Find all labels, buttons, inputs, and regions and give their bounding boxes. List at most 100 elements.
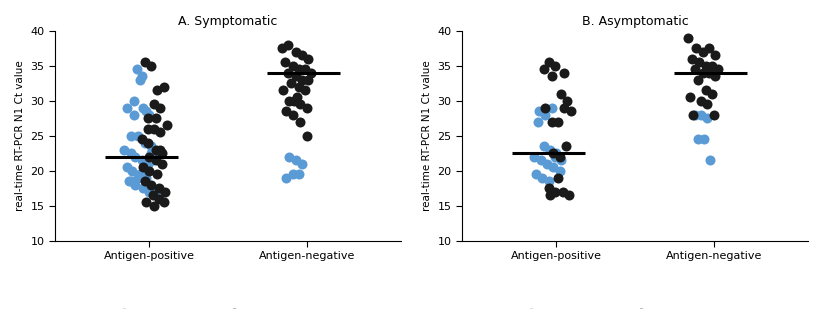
Point xyxy=(543,193,556,198)
Point xyxy=(691,137,704,142)
Point xyxy=(542,179,555,184)
Point xyxy=(132,133,145,138)
Point xyxy=(558,70,571,75)
Point xyxy=(156,161,169,166)
Point xyxy=(151,88,164,93)
Point xyxy=(302,77,315,82)
Point xyxy=(700,102,714,107)
Point xyxy=(124,179,137,184)
Point xyxy=(289,158,302,163)
Point xyxy=(137,105,150,110)
Point xyxy=(532,109,546,114)
Point xyxy=(292,67,305,72)
Point xyxy=(157,200,170,205)
Point xyxy=(560,98,574,103)
Legend: Culture-positive, Culture-negative: Culture-positive, Culture-negative xyxy=(524,304,746,309)
Point xyxy=(302,56,315,61)
Point xyxy=(700,63,713,68)
Point xyxy=(555,158,568,163)
Point xyxy=(548,63,561,68)
Point xyxy=(553,168,566,173)
Point xyxy=(127,98,140,103)
Point xyxy=(542,60,555,65)
Point xyxy=(289,49,302,54)
Point xyxy=(305,70,318,75)
Point xyxy=(543,147,556,152)
Point xyxy=(550,151,563,156)
Point xyxy=(142,161,155,166)
Point xyxy=(126,168,139,173)
Point xyxy=(294,119,307,124)
Point xyxy=(695,98,708,103)
Point xyxy=(294,102,307,107)
Point xyxy=(682,35,695,40)
Point xyxy=(121,165,134,170)
Point xyxy=(700,88,713,93)
Point xyxy=(704,158,717,163)
Point xyxy=(128,182,142,187)
Point xyxy=(688,67,701,72)
Point xyxy=(124,133,137,138)
Point xyxy=(696,49,709,54)
Point xyxy=(138,140,151,145)
Point xyxy=(152,186,165,191)
Point xyxy=(709,74,722,78)
Y-axis label: real-time RT-PCR N1 Ct value: real-time RT-PCR N1 Ct value xyxy=(422,61,432,211)
Point xyxy=(559,144,572,149)
Point xyxy=(145,151,158,156)
Point xyxy=(118,147,131,152)
Point xyxy=(146,158,159,163)
Point xyxy=(283,98,296,103)
Point xyxy=(147,203,160,208)
Point xyxy=(277,88,290,93)
Point xyxy=(135,158,148,163)
Point xyxy=(542,186,555,191)
Point xyxy=(707,112,720,117)
Point xyxy=(690,46,703,51)
Point xyxy=(534,158,547,163)
Point xyxy=(558,105,571,110)
Point xyxy=(133,77,146,82)
Point xyxy=(280,176,293,180)
Title: A. Symptomatic: A. Symptomatic xyxy=(179,15,278,28)
Point xyxy=(709,53,722,57)
Point xyxy=(275,46,288,51)
Point xyxy=(147,154,160,159)
Point xyxy=(691,77,704,82)
Point xyxy=(531,119,544,124)
Point xyxy=(140,176,153,180)
Point xyxy=(154,105,167,110)
Point xyxy=(548,189,561,194)
Point xyxy=(286,172,299,177)
Point xyxy=(705,91,718,96)
Point xyxy=(132,176,145,180)
Point xyxy=(135,137,148,142)
Point xyxy=(537,144,551,149)
Point xyxy=(556,189,570,194)
Point xyxy=(285,81,298,86)
Point xyxy=(537,67,551,72)
Point xyxy=(536,176,549,180)
Point xyxy=(133,172,146,177)
Point xyxy=(685,56,698,61)
Point xyxy=(143,154,156,159)
Point xyxy=(551,176,565,180)
Point xyxy=(137,165,150,170)
Point xyxy=(123,179,136,184)
Point xyxy=(151,172,164,177)
Point xyxy=(295,161,309,166)
Point xyxy=(299,67,312,72)
Point xyxy=(149,147,162,152)
Point xyxy=(143,189,156,194)
Point xyxy=(146,193,159,198)
Title: B. Asymptomatic: B. Asymptomatic xyxy=(582,15,688,28)
Point xyxy=(286,112,299,117)
Point xyxy=(529,172,542,177)
Point xyxy=(686,112,700,117)
Point xyxy=(142,126,155,131)
Point xyxy=(149,189,162,194)
Point xyxy=(121,105,134,110)
Point xyxy=(546,165,560,170)
Point xyxy=(286,63,299,68)
Point xyxy=(546,151,560,156)
